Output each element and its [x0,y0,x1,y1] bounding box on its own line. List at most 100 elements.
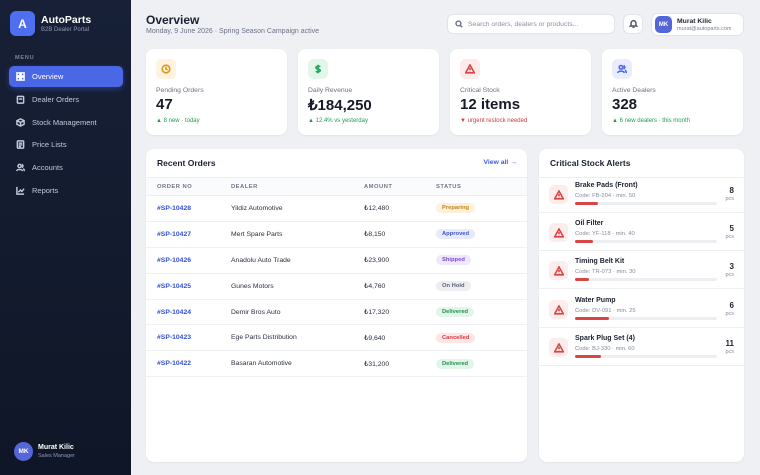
sidebar-item-label: Stock Management [32,117,97,127]
table-row[interactable]: #SP-10426 Anadolu Auto Trade ₺23,900 Shi… [146,247,527,274]
stock-alert-item[interactable]: Spark Plug Set (4) Code: BJ-330 · min. 6… [539,333,744,366]
search-box[interactable] [447,14,615,34]
order-id[interactable]: #SP-10425 [146,273,231,300]
stock-qty: 8 [729,186,734,195]
status-badge: Cancelled [436,332,476,343]
page-subtitle: Monday, 9 June 2026 · Spring Season Camp… [146,28,320,35]
kpi-label: Active Dealers [612,87,656,94]
column-header[interactable]: STATUS [436,177,527,196]
stock-level-bar [575,278,717,281]
kpi-value: 328 [612,96,638,113]
kpi-delta: ▲ 6 new dealers · this month [612,118,690,124]
order-dealer: Demir Bros Auto [231,299,364,326]
order-dealer: Mert Spare Parts [231,221,364,248]
sidebar-item-label: Overview [32,72,64,81]
table-row[interactable]: #SP-10423 Ege Parts Distribution ₺9,640 … [146,324,527,352]
stock-item-code: Code: TR-073 · min. 30 [575,269,636,275]
kpi-label: Daily Revenue [308,87,353,94]
sidebar-item-overview[interactable]: Overview [9,66,123,87]
kpi-delta: ▲ 8 new · today [156,118,200,124]
stock-level-fill [575,355,601,358]
kpi-label: Critical Stock [460,87,500,94]
kpi-card-pending-orders[interactable]: Pending Orders 47 ▲ 8 new · today [146,49,287,135]
sidebar-nav: Overview Dealer Orders Stock Management … [9,66,123,203]
recent-orders-panel: Recent Orders View all → ORDER NO DEALER… [146,149,527,462]
kpi-delta: ▲ 12.4% vs yesterday [308,118,368,124]
sidebar-item-label: Price Lists [32,140,67,150]
list-icon [15,140,25,150]
stock-qty: 3 [729,262,734,271]
order-id[interactable]: #SP-10428 [146,195,231,222]
table-row[interactable]: #SP-10427 Mert Spare Parts ₺8,150 Approv… [146,221,527,248]
stock-unit: pcs [725,311,734,317]
kpi-card-critical-stock[interactable]: Critical Stock 12 items ▼ urgent restock… [450,49,591,135]
brand-logo: A [10,11,35,36]
orders-table: ORDER NO DEALER AMOUNT STATUS #SP-10428 … [146,177,527,378]
order-id[interactable]: #SP-10424 [146,299,231,326]
stock-level-fill [575,202,598,205]
stock-level-bar [575,355,717,358]
page-title: Overview [146,13,200,27]
stock-alert-item[interactable]: Timing Belt Kit Code: TR-073 · min. 30 3… [539,256,744,289]
sidebar-user[interactable]: MK Murat Kilic Sales Manager [14,442,75,461]
order-id[interactable]: #SP-10426 [146,247,231,274]
critical-stock-panel: Critical Stock Alerts Brake Pads (Front)… [539,149,744,462]
sidebar-item-dealer-orders[interactable]: Dealer Orders [9,89,123,110]
order-amount: ₺23,900 [364,247,436,274]
stock-alert-item[interactable]: Oil Filter Code: YF-118 · min. 40 5 pcs [539,218,744,251]
stock-item-name: Spark Plug Set (4) [575,335,635,342]
order-id[interactable]: #SP-10423 [146,324,231,352]
stock-alert-item[interactable]: Water Pump Code: DV-091 · min. 25 6 pcs [539,295,744,328]
search-input[interactable] [468,20,608,28]
order-id[interactable]: #SP-10422 [146,350,231,378]
sidebar-item-label: Accounts [32,163,63,173]
sidebar-item-stock-management[interactable]: Stock Management [9,112,123,133]
stock-level-fill [575,278,590,281]
kpi-delta: ▼ urgent restock needed [460,118,528,124]
clipboard-icon [15,94,25,104]
column-header[interactable]: ORDER NO [146,177,231,196]
kpi-card-daily-revenue[interactable]: Daily Revenue ₺184,250 ▲ 12.4% vs yester… [298,49,439,135]
row-divider [539,327,744,328]
stock-item-name: Oil Filter [575,220,604,227]
row-divider [539,250,744,251]
stock-level-bar [575,317,717,320]
brand[interactable]: A AutoParts B2B Dealer Portal [10,11,91,36]
kpi-value: ₺184,250 [308,97,372,114]
warning-icon [549,223,568,242]
order-amount: ₺9,640 [364,324,436,352]
sidebar-item-label: Dealer Orders [32,94,80,104]
brand-subtitle: B2B Dealer Portal [41,27,90,33]
view-all-link[interactable]: View all → [483,159,518,166]
stock-qty: 6 [729,301,734,310]
order-amount: ₺8,150 [364,221,436,248]
table-row[interactable]: #SP-10425 Gunes Motors ₺4,760 On Hold [146,273,527,300]
kpi-label: Pending Orders [156,87,204,94]
user-menu[interactable]: MK Murat Kilic murat@autoparts.com [651,13,744,36]
order-amount: ₺12,480 [364,195,436,222]
stock-unit: pcs [725,196,734,202]
order-id[interactable]: #SP-10427 [146,221,231,248]
recent-orders-title: Recent Orders [157,158,216,168]
table-row[interactable]: #SP-10428 Yildiz Automotive ₺12,480 Prep… [146,195,527,222]
warning-icon [549,185,568,204]
kpi-card-active-dealers[interactable]: Active Dealers 328 ▲ 6 new dealers · thi… [602,49,743,135]
column-header[interactable]: DEALER [231,177,364,196]
sidebar-item-reports[interactable]: Reports [9,180,123,201]
table-row[interactable]: #SP-10424 Demir Bros Auto ₺17,320 Delive… [146,299,527,326]
stock-alert-item[interactable]: Brake Pads (Front) Code: FB-204 · min. 5… [539,180,744,213]
sidebar-item-accounts[interactable]: Accounts [9,157,123,178]
grid-icon [15,72,25,82]
warning-icon [549,300,568,319]
stock-qty: 5 [729,224,734,233]
order-amount: ₺4,760 [364,273,436,300]
stock-item-code: Code: DV-091 · min. 25 [575,308,636,314]
column-header[interactable]: AMOUNT [364,177,436,196]
stock-item-name: Brake Pads (Front) [575,182,638,189]
table-row[interactable]: #SP-10422 Basaran Automotive ₺31,200 Del… [146,350,527,378]
order-dealer: Basaran Automotive [231,350,364,378]
sidebar-item-price-lists[interactable]: Price Lists [9,134,123,155]
notifications-button[interactable] [623,14,643,34]
box-icon [15,117,25,127]
stock-item-name: Water Pump [575,297,616,304]
